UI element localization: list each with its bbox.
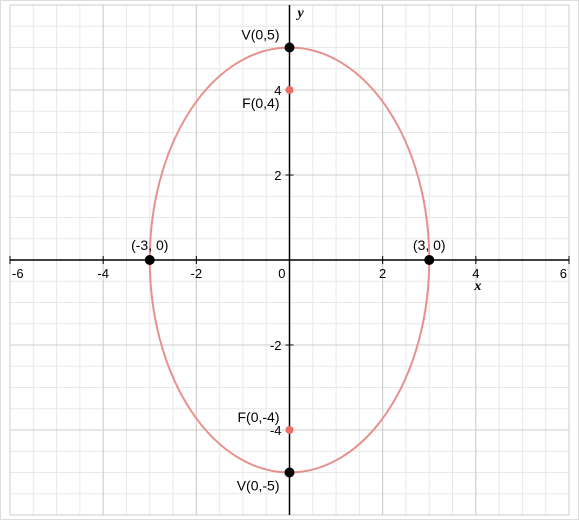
x-tick-label: 2 bbox=[379, 266, 386, 281]
y-tick-label: 2 bbox=[274, 168, 281, 183]
vertex-point bbox=[145, 255, 155, 265]
vertex-point bbox=[285, 43, 295, 53]
y-tick-label: -2 bbox=[270, 338, 282, 353]
x-tick-label: -2 bbox=[191, 266, 203, 281]
focus-point bbox=[286, 86, 294, 94]
x-tick-label: 0 bbox=[278, 266, 285, 281]
vertex-point bbox=[424, 255, 434, 265]
x-tick-label: -6 bbox=[12, 266, 24, 281]
focus-label: F(0,4) bbox=[242, 95, 279, 111]
y-tick-label: -4 bbox=[270, 423, 282, 438]
vertex-label: V(0,-5) bbox=[237, 478, 280, 494]
vertex-label: V(0,5) bbox=[241, 27, 279, 43]
ellipse-chart: -6-4-20246-4-224xyV(0,5)V(0,-5)(-3, 0)(3… bbox=[0, 0, 579, 520]
vertex-label: (3, 0) bbox=[413, 237, 446, 253]
vertex-label: (-3, 0) bbox=[131, 237, 168, 253]
focus-point bbox=[286, 426, 294, 434]
x-tick-label: -4 bbox=[97, 266, 109, 281]
vertex-point bbox=[285, 468, 295, 478]
focus-label: F(0,-4) bbox=[238, 409, 280, 425]
y-axis-label: y bbox=[296, 6, 305, 21]
x-axis-label: x bbox=[473, 279, 481, 294]
chart-svg: -6-4-20246-4-224xyV(0,5)V(0,-5)(-3, 0)(3… bbox=[0, 0, 579, 520]
x-tick-label: 6 bbox=[560, 266, 567, 281]
